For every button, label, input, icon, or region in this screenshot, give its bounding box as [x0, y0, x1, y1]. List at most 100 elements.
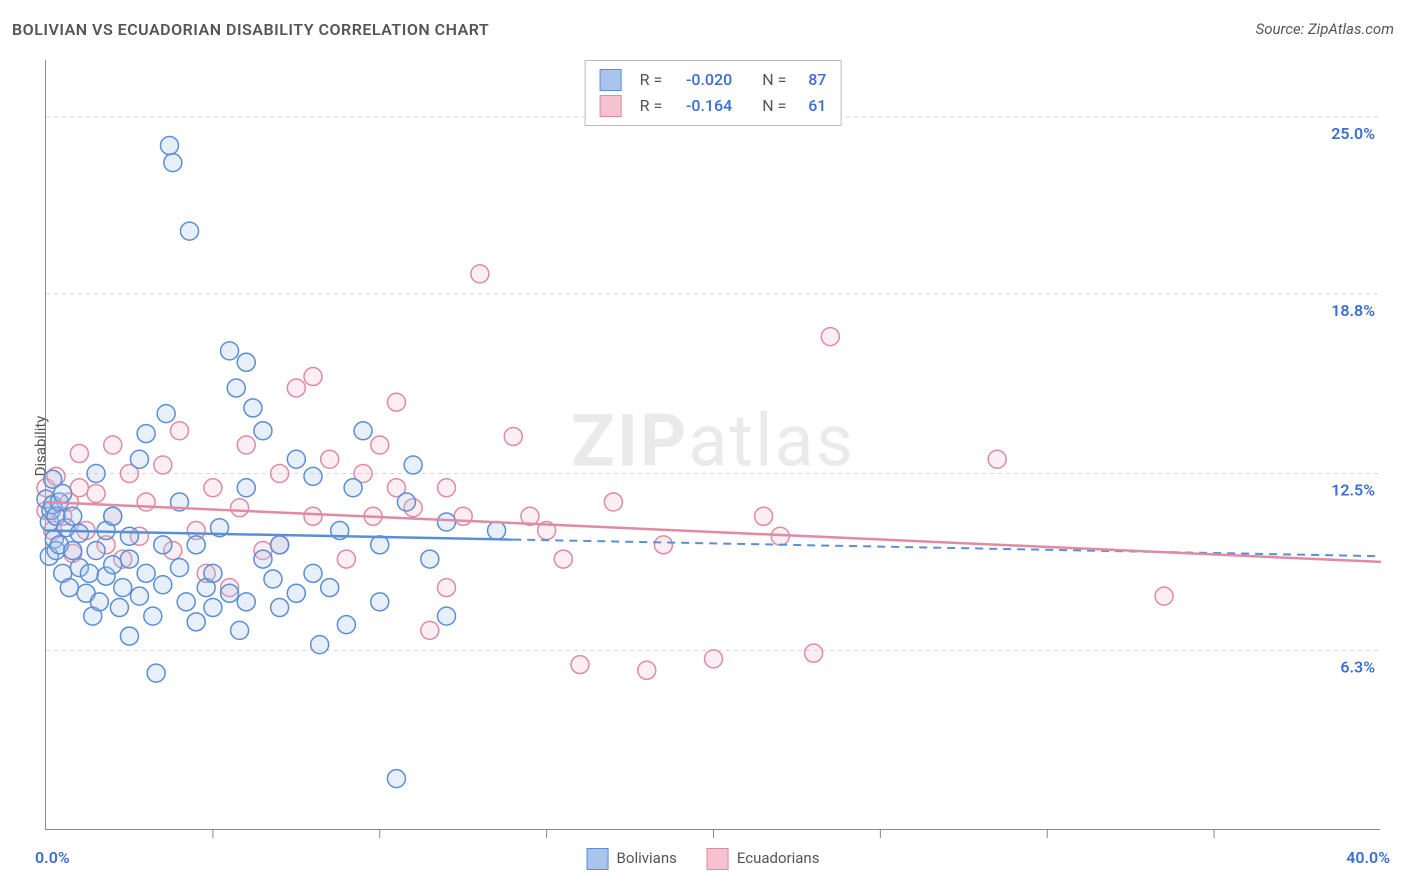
chart-title: BOLIVIAN VS ECUADORIAN DISABILITY CORREL…: [12, 20, 489, 39]
data-point: [171, 559, 189, 577]
legend-swatch: [600, 95, 622, 117]
legend-label: Ecuadorians: [737, 849, 820, 867]
data-point: [271, 465, 289, 483]
data-point: [70, 445, 88, 463]
data-point: [454, 507, 472, 525]
data-point: [237, 436, 255, 454]
stat-r-value: -0.020: [672, 67, 732, 93]
data-point: [988, 450, 1006, 468]
data-point: [147, 664, 165, 682]
data-point: [271, 599, 289, 617]
data-point: [371, 536, 389, 554]
data-point: [64, 507, 82, 525]
data-point: [157, 405, 175, 423]
data-point: [154, 536, 172, 554]
data-point: [130, 587, 148, 605]
x-axis-max-label: 40.0%: [1346, 848, 1390, 867]
data-point: [64, 542, 82, 560]
data-point: [638, 661, 656, 679]
legend-item: Ecuadorians: [707, 848, 820, 870]
data-point: [438, 479, 456, 497]
data-point: [54, 484, 72, 502]
stat-n-value: 61: [796, 93, 826, 119]
data-point: [354, 422, 372, 440]
data-point: [337, 616, 355, 634]
data-point: [438, 607, 456, 625]
x-axis-min-label: 0.0%: [35, 848, 70, 867]
data-point: [271, 536, 289, 554]
data-point: [204, 564, 222, 582]
data-point: [120, 627, 138, 645]
data-point: [571, 656, 589, 674]
legend-item: Bolivians: [587, 848, 677, 870]
data-point: [177, 593, 195, 611]
data-point: [144, 607, 162, 625]
data-point: [60, 579, 78, 597]
data-point: [805, 644, 823, 662]
data-point: [87, 484, 105, 502]
data-point: [120, 527, 138, 545]
legend-swatch: [707, 848, 729, 870]
data-point: [237, 479, 255, 497]
data-point: [244, 399, 262, 417]
source-label: Source: ZipAtlas.com: [1256, 20, 1394, 38]
data-point: [227, 379, 245, 397]
data-point: [287, 379, 305, 397]
data-point: [1155, 587, 1173, 605]
data-point: [221, 342, 239, 360]
plot-area: 6.3%12.5%18.8%25.0% R =-0.020N =87R =-0.…: [45, 60, 1380, 830]
stats-legend: R =-0.020N =87R =-0.164N =61: [585, 60, 842, 126]
y-tick-label: 6.3%: [1340, 657, 1375, 676]
data-point: [87, 542, 105, 560]
data-point: [287, 584, 305, 602]
data-point: [137, 425, 155, 443]
y-tick-label: 25.0%: [1331, 124, 1375, 143]
stat-n-value: 87: [796, 67, 826, 93]
data-point: [604, 493, 622, 511]
data-point: [204, 479, 222, 497]
data-point: [488, 522, 506, 540]
data-point: [231, 499, 249, 517]
data-point: [311, 636, 329, 654]
data-point: [321, 450, 339, 468]
data-point: [264, 570, 282, 588]
data-point: [231, 621, 249, 639]
data-point: [154, 576, 172, 594]
data-point: [654, 536, 672, 554]
data-point: [387, 393, 405, 411]
data-point: [397, 493, 415, 511]
data-point: [337, 550, 355, 568]
data-point: [187, 613, 205, 631]
data-point: [80, 564, 98, 582]
stat-r-label: R =: [640, 93, 663, 119]
data-point: [371, 593, 389, 611]
y-tick-label: 12.5%: [1331, 481, 1375, 500]
data-point: [237, 593, 255, 611]
data-point: [438, 579, 456, 597]
data-point: [137, 564, 155, 582]
data-point: [114, 579, 132, 597]
data-point: [471, 265, 489, 283]
legend-swatch: [587, 848, 609, 870]
stat-n-label: N =: [762, 93, 786, 119]
data-point: [221, 584, 239, 602]
data-point: [70, 524, 88, 542]
series-legend: Bolivians Ecuadorians: [587, 848, 820, 870]
stat-n-label: N =: [762, 67, 786, 93]
data-point: [110, 599, 128, 617]
data-point: [87, 465, 105, 483]
data-point: [164, 154, 182, 172]
data-point: [154, 456, 172, 474]
data-point: [130, 450, 148, 468]
data-point: [104, 556, 122, 574]
data-point: [160, 137, 178, 155]
data-point: [387, 770, 405, 788]
data-point: [304, 368, 322, 386]
regression-line: [46, 502, 1381, 562]
stats-legend-row: R =-0.164N =61: [600, 93, 827, 119]
data-point: [755, 507, 773, 525]
data-point: [304, 467, 322, 485]
data-point: [104, 507, 122, 525]
data-point: [137, 493, 155, 511]
data-point: [181, 222, 199, 240]
